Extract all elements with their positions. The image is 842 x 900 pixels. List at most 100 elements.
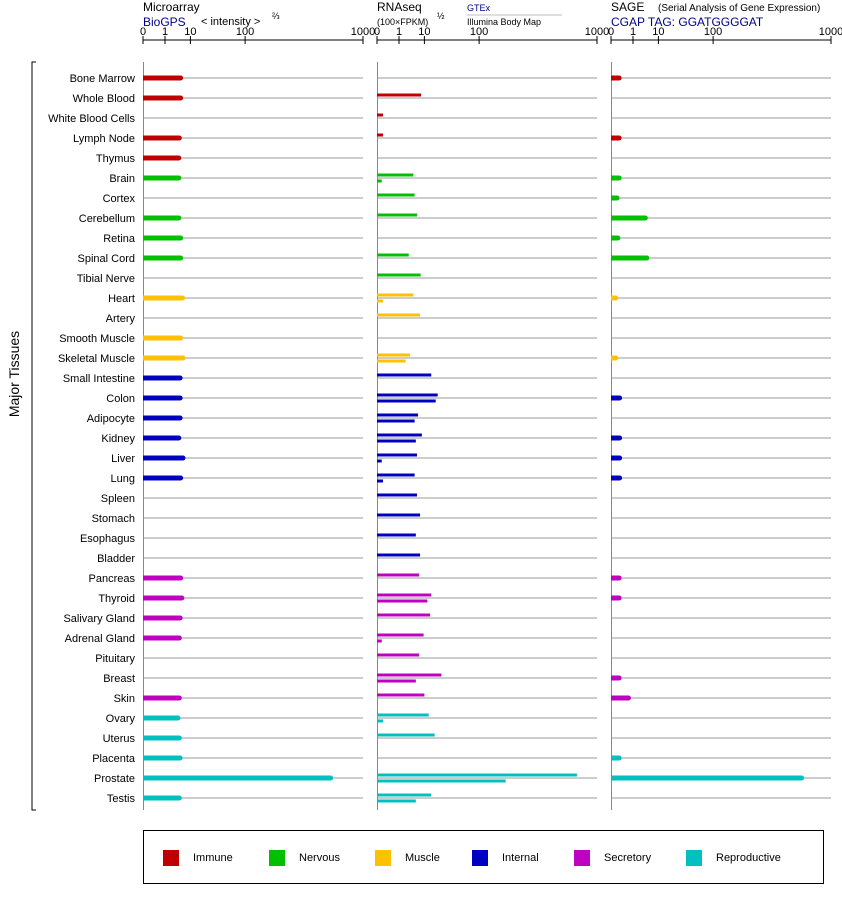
microarray-bar-cap — [178, 75, 184, 81]
rnaseq-bar — [377, 673, 442, 677]
tissue-row: Kidney — [101, 433, 831, 445]
microarray-bar-cap — [177, 415, 183, 421]
microarray-bar-cap — [176, 435, 182, 441]
legend-item-immune: Immune — [163, 849, 233, 867]
microarray-bar-cap — [328, 775, 334, 781]
sage-bar-cap — [617, 455, 623, 461]
tissue-label: Heart — [108, 293, 135, 305]
rnaseq-bar — [377, 399, 436, 403]
rnaseq-bar — [377, 793, 432, 797]
rnaseq-bar — [377, 639, 382, 643]
microarray-bar-cap — [177, 755, 183, 761]
sage-title: SAGE — [611, 0, 644, 14]
microarray-bar — [143, 155, 179, 161]
tissue-row: Lung — [111, 473, 831, 485]
tissue-row: Testis — [107, 793, 831, 805]
sage-bar-cap — [613, 355, 619, 361]
legend-item-muscle: Muscle — [375, 849, 440, 867]
tissue-row: Thymus — [96, 153, 831, 165]
sage-bar — [611, 775, 802, 781]
microarray-bar-cap — [177, 615, 183, 621]
sage-bar-cap — [617, 395, 623, 401]
tissue-label: Skeletal Muscle — [58, 353, 135, 365]
rnaseq-unit: (100×FPKM) — [377, 17, 428, 27]
tissue-row: Colon — [106, 393, 831, 405]
tissue-label: Bladder — [97, 553, 135, 565]
tissue-label: Uterus — [103, 733, 136, 745]
rnaseq-bar — [377, 459, 382, 463]
rnaseq-tick-label: 0 — [374, 26, 380, 38]
tissue-label: Adrenal Gland — [65, 633, 135, 645]
rnaseq-bar — [377, 253, 409, 257]
tissue-row: Liver — [111, 453, 831, 465]
tissue-label: Small Intestine — [63, 373, 135, 385]
rnaseq-bar — [377, 479, 383, 483]
tissue-label: Artery — [106, 313, 136, 325]
tissue-label: Retina — [103, 233, 136, 245]
microarray-bar-cap — [176, 735, 182, 741]
rnaseq-bar — [377, 359, 406, 363]
rnaseq-source-illumina: Illumina Body Map — [467, 17, 541, 27]
sage-bar — [611, 195, 617, 201]
microarray-bar — [143, 735, 180, 741]
sage-bar-cap — [642, 215, 648, 221]
rnaseq-tick-label: 100 — [470, 26, 488, 38]
legend: Immune Nervous Muscle Internal Secretory Repr… — [143, 830, 824, 884]
tissue-label: Testis — [107, 793, 136, 805]
microarray-bar — [143, 475, 181, 481]
tissue-row: Pituitary — [95, 653, 831, 665]
rnaseq-bar — [377, 313, 421, 317]
sage-bar — [611, 455, 620, 461]
rnaseq-bar — [377, 513, 421, 517]
tissue-label: Pancreas — [89, 573, 136, 585]
rnaseq-bar — [377, 373, 432, 377]
rnaseq-bar — [377, 799, 416, 803]
microarray-bar-cap — [175, 715, 181, 721]
tissue-label: Lymph Node — [73, 133, 135, 145]
microarray-bar-cap — [176, 135, 182, 141]
sage-bar-cap — [613, 295, 619, 301]
microarray-bar — [143, 295, 183, 301]
rnaseq-bar — [377, 439, 416, 443]
microarray-tick-label: 1000 — [351, 26, 375, 38]
legend-item-secretory: Secretory — [574, 849, 651, 867]
legend-swatch — [472, 850, 488, 866]
rnaseq-source-gtex: GTEx — [467, 3, 491, 13]
tissue-label: Bone Marrow — [70, 73, 135, 85]
legend-label: Nervous — [299, 852, 340, 864]
microarray-bar-cap — [178, 575, 184, 581]
rnaseq-bar — [377, 653, 420, 657]
sage-bar-cap — [625, 695, 631, 701]
microarray-unit-exponent: ⅔ — [272, 11, 280, 21]
sage-tick-label: 100 — [704, 26, 722, 38]
rnaseq-bar — [377, 413, 419, 417]
rnaseq-bar — [377, 593, 432, 597]
sage-bar — [611, 435, 620, 441]
tissue-label: Tibial Nerve — [77, 273, 135, 285]
tissue-row: Retina — [103, 233, 831, 245]
legend-label: Muscle — [405, 852, 440, 864]
tissue-row: Cerebellum — [79, 213, 831, 225]
tissue-label: Stomach — [92, 513, 135, 525]
tissue-label: Breast — [103, 673, 135, 685]
microarray-bar — [143, 795, 180, 801]
tissue-label: Cortex — [103, 193, 136, 205]
rnaseq-bar — [377, 553, 421, 557]
tissue-row: Bone Marrow — [70, 73, 831, 85]
sage-bar-cap — [616, 135, 622, 141]
tissue-row: Pancreas — [89, 573, 831, 585]
tissue-label: Ovary — [106, 713, 136, 725]
tissue-label: Spleen — [101, 493, 135, 505]
rnaseq-bar — [377, 213, 417, 217]
tissue-row: Tibial Nerve — [77, 273, 831, 285]
tissue-row: Esophagus — [80, 533, 831, 545]
microarray-bar — [143, 695, 180, 701]
microarray-bar — [143, 775, 331, 781]
rnaseq-tick-label: 10 — [418, 26, 430, 38]
tissue-row: Breast — [103, 673, 831, 685]
microarray-bar-cap — [176, 695, 182, 701]
rnaseq-bar — [377, 493, 417, 497]
sage-bar — [611, 255, 647, 261]
tissue-row: Skeletal Muscle — [58, 353, 831, 365]
legend-swatch — [574, 850, 590, 866]
